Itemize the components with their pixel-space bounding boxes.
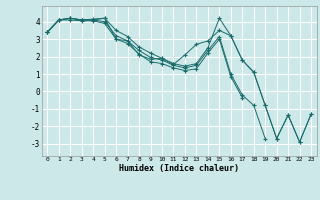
- X-axis label: Humidex (Indice chaleur): Humidex (Indice chaleur): [119, 164, 239, 173]
